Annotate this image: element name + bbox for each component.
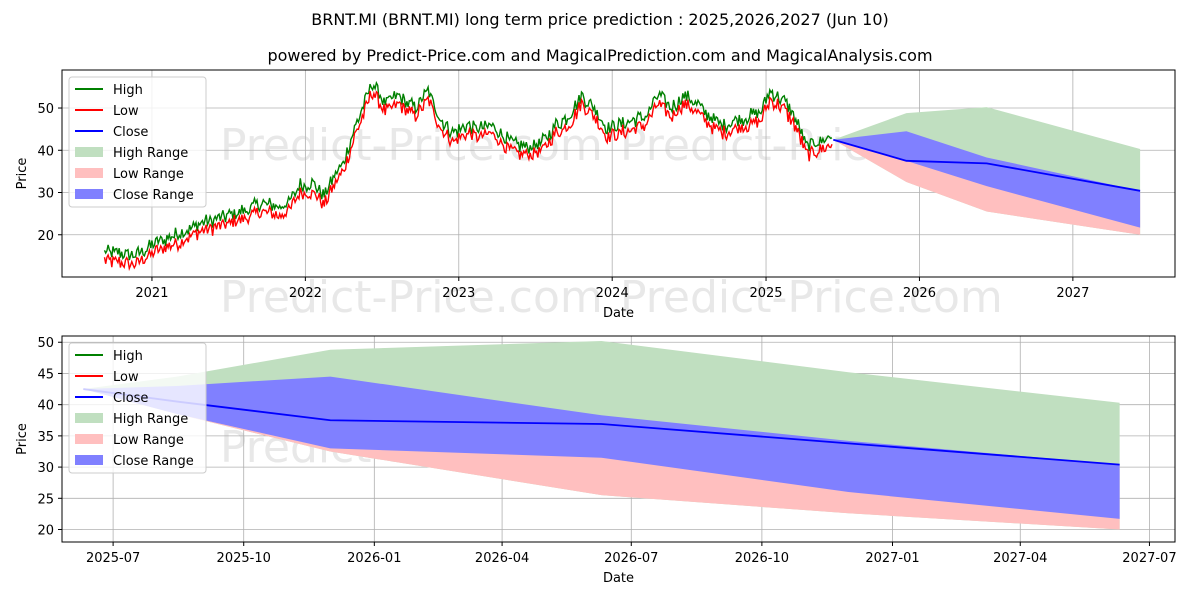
watermark: Predict-Price.com — [220, 120, 603, 171]
x-tick-label: 2021 — [135, 286, 168, 301]
legend-label: Close — [113, 125, 148, 140]
legend: High Low Close High Range Low Range Close Ran… — [68, 76, 207, 208]
x-axis-label: Date — [603, 306, 634, 321]
close-range-band — [833, 131, 1141, 228]
y-tick-label: 40 — [37, 144, 54, 159]
legend: High Low Close High Range Low Range Close Ran… — [68, 342, 207, 474]
legend-label: Close Range — [113, 454, 194, 469]
x-tick-label: 2022 — [289, 286, 322, 301]
close-range-band — [83, 376, 1120, 519]
legend-label: Low Range — [113, 433, 184, 448]
y-tick-label: 35 — [37, 430, 54, 445]
x-tick-label: 2026-07 — [604, 551, 658, 566]
x-tick-label: 2027 — [1056, 286, 1089, 301]
x-tick-label: 2024 — [596, 286, 629, 301]
legend-label: Low Range — [113, 167, 184, 182]
legend-box — [68, 76, 207, 208]
x-axis-label: Date — [603, 571, 634, 586]
x-tick-label: 2027-04 — [993, 551, 1047, 566]
low-range-band — [833, 139, 1141, 235]
x-tick-label: 2026-10 — [735, 551, 789, 566]
chart-subtitle: powered by Predict-Price.com and Magical… — [267, 46, 933, 65]
x-tick-label: 2027-01 — [865, 551, 919, 566]
x-tick-label: 2023 — [442, 286, 475, 301]
x-tick-label: 2027-07 — [1122, 551, 1176, 566]
y-tick-label: 25 — [37, 492, 54, 507]
legend-label: High Range — [113, 146, 188, 161]
y-axis-label: Price — [15, 158, 30, 190]
x-tick-label: 2025 — [749, 286, 782, 301]
legend-label: Low — [113, 370, 139, 385]
legend-swatch — [75, 168, 103, 178]
x-tick-label: 2025-07 — [86, 551, 140, 566]
legend-swatch — [75, 413, 103, 423]
y-tick-label: 30 — [37, 461, 54, 476]
watermark: Predict-Price.com — [220, 272, 603, 323]
y-tick-label: 30 — [37, 187, 54, 202]
legend-label: Low — [113, 104, 139, 119]
y-tick-label: 20 — [37, 524, 54, 539]
chart-panel-1: Predict-Price.com Predict-Price.comPredic… — [15, 69, 1176, 323]
y-tick-label: 40 — [37, 399, 54, 414]
y-tick-label: 50 — [37, 336, 54, 351]
legend-label: High — [113, 83, 143, 98]
x-tick-label: 2025-10 — [217, 551, 271, 566]
plot-frame — [61, 69, 1176, 278]
legend-label: High — [113, 349, 143, 364]
y-tick-label: 45 — [37, 367, 54, 382]
legend-box — [68, 342, 207, 474]
low-series-line — [103, 90, 833, 272]
chart-title: BRNT.MI (BRNT.MI) long term price predic… — [311, 10, 889, 29]
y-tick-label: 20 — [37, 229, 54, 244]
legend-swatch — [75, 434, 103, 444]
watermark: Predict-Price.com — [620, 272, 1003, 323]
legend-label: High Range — [113, 412, 188, 427]
close-forecast-line — [833, 138, 1141, 192]
legend-swatch — [75, 147, 103, 157]
y-tick-label: 50 — [37, 102, 54, 117]
legend-swatch — [75, 455, 103, 465]
plot-frame — [61, 335, 1176, 543]
legend-swatch — [75, 189, 103, 199]
y-axis-label: Price — [15, 423, 30, 455]
legend-label: Close Range — [113, 188, 194, 203]
x-tick-label: 2026-01 — [347, 551, 401, 566]
high-series-line — [103, 80, 833, 261]
legend-label: Close — [113, 391, 148, 406]
x-tick-label: 2026-04 — [475, 551, 529, 566]
x-tick-label: 2026 — [903, 286, 936, 301]
